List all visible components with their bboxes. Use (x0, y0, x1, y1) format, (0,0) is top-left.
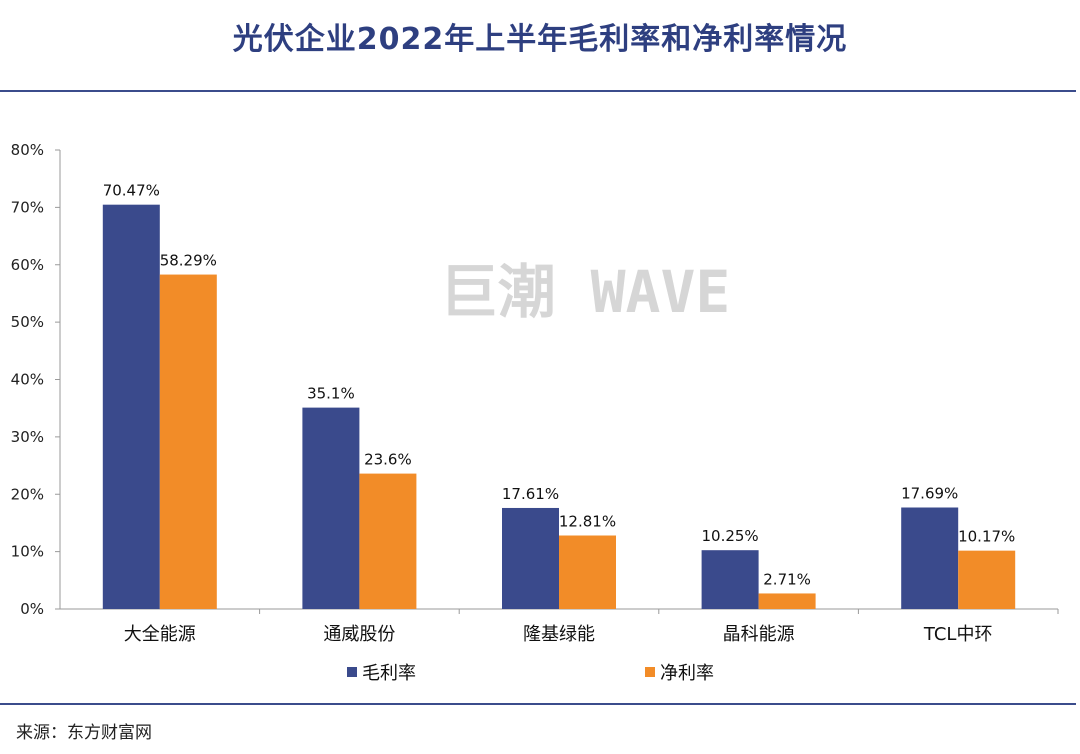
data-label: 10.25% (701, 527, 758, 545)
bar-gross-margin (302, 407, 360, 609)
data-label: 12.81% (559, 513, 616, 531)
y-tick-label: 30% (11, 428, 44, 446)
category-label: 晶科能源 (723, 624, 795, 645)
bar-gross-margin (102, 204, 160, 609)
y-tick-label: 40% (11, 371, 44, 389)
data-label: 70.47% (103, 182, 160, 200)
source-note: 来源：东方财富网 (16, 723, 152, 743)
data-label: 35.1% (307, 385, 355, 403)
bar-gross-margin (901, 507, 959, 609)
title-divider (0, 90, 1076, 92)
y-tick-label: 60% (11, 256, 44, 274)
legend-swatch-gross (347, 667, 357, 677)
data-label: 17.69% (901, 485, 958, 503)
legend-swatch-net (645, 667, 655, 677)
watermark: 巨潮 WAVE (440, 258, 731, 326)
data-label: 17.61% (502, 485, 559, 503)
legend-label-gross: 毛利率 (362, 663, 416, 684)
y-tick-label: 20% (11, 485, 44, 503)
data-label: 10.17% (958, 528, 1015, 546)
y-tick-label: 10% (11, 543, 44, 561)
category-label: 通威股份 (323, 624, 395, 645)
footer-divider (0, 703, 1076, 705)
bar-net-margin (758, 593, 816, 609)
data-label: 58.29% (160, 252, 217, 270)
category-label: 大全能源 (124, 624, 196, 645)
bar-net-margin (359, 473, 417, 609)
bar-gross-margin (701, 550, 759, 609)
y-tick-label: 50% (11, 313, 44, 331)
category-label: 隆基绿能 (523, 624, 595, 645)
legend-label-net: 净利率 (660, 663, 714, 684)
bar-net-margin (559, 535, 616, 609)
bar-net-margin (958, 550, 1016, 609)
y-tick-label: 80% (11, 141, 44, 159)
bar-gross-margin (502, 507, 559, 609)
data-label: 2.71% (763, 570, 811, 588)
y-tick-label: 0% (20, 600, 44, 618)
bar-chart: 巨潮 WAVE 0% 10% 20% 30% 40% 50% 60% 70% 80% 大全能源 7… (11, 141, 1059, 684)
y-tick-label: 70% (11, 198, 44, 216)
page-title: 光伏企业2022年上半年毛利率和净利率情况 (232, 22, 848, 57)
bar-net-margin (159, 274, 217, 609)
data-label: 23.6% (364, 451, 412, 469)
category-label: TCL中环 (923, 624, 993, 645)
